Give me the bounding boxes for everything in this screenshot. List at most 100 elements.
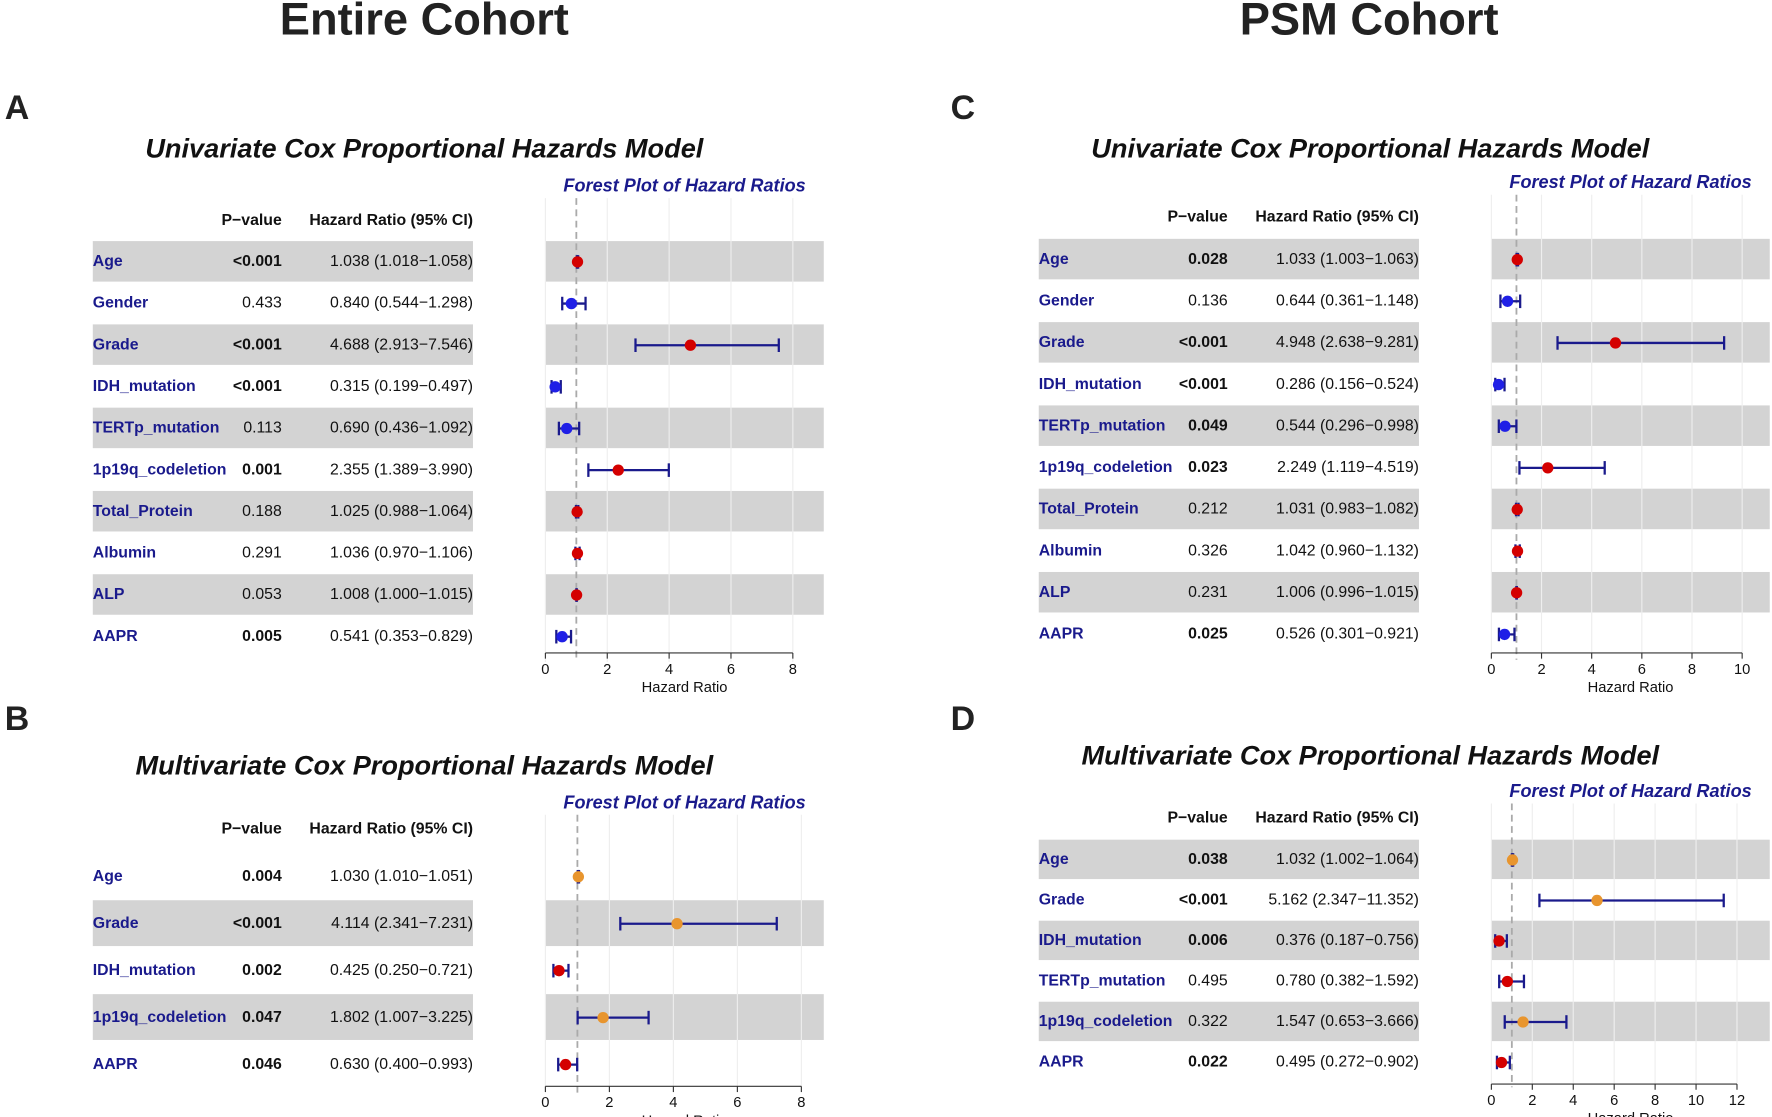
- row-band: [1038, 238, 1419, 280]
- hr-point: [549, 381, 561, 393]
- row-label: AAPR: [93, 1056, 138, 1073]
- p-header: P−value: [1167, 809, 1227, 826]
- hr-point: [553, 965, 565, 977]
- hr-text: 0.544 (0.296−0.998): [1276, 417, 1419, 434]
- row-band: [1038, 1001, 1419, 1042]
- row-band: [1038, 488, 1419, 530]
- hr-point: [571, 506, 583, 518]
- row-label: Total_Protein: [1039, 501, 1139, 518]
- p-value: 0.291: [242, 545, 282, 562]
- row-band: [545, 241, 824, 282]
- row-band: [1491, 571, 1770, 613]
- p-value: 0.025: [1188, 626, 1228, 643]
- x-tick-label: 0: [541, 662, 549, 678]
- hr-point: [1510, 587, 1523, 599]
- x-tick-label: 4: [669, 1095, 677, 1111]
- hr-text: 0.425 (0.250−0.721): [330, 962, 473, 979]
- hr-point: [1499, 420, 1511, 432]
- panel-title: Multivariate Cox Proportional Hazards Mo…: [136, 749, 714, 780]
- hr-text: 0.286 (0.156−0.524): [1276, 376, 1419, 393]
- hr-header: Hazard Ratio (95% CI): [1255, 209, 1419, 226]
- row-label: Grade: [1039, 892, 1085, 909]
- hr-point: [597, 1011, 609, 1024]
- row-label: TERTp_mutation: [1039, 417, 1166, 434]
- hr-header: Hazard Ratio (95% CI): [309, 212, 473, 229]
- hr-point: [570, 589, 583, 601]
- x-tick-label: 8: [1688, 662, 1696, 678]
- p-value: 0.028: [1188, 251, 1228, 268]
- p-value: 0.136: [1188, 292, 1228, 309]
- hr-text: 1.033 (1.003−1.063): [1276, 251, 1419, 268]
- hr-point: [556, 631, 568, 643]
- p-value: 0.433: [242, 295, 282, 312]
- hr-text: 1.547 (0.653−3.666): [1276, 1013, 1419, 1030]
- hr-text: 2.249 (1.119−4.519): [1277, 459, 1419, 476]
- p-value: <0.001: [1179, 892, 1228, 909]
- hr-text: 4.948 (2.638−9.281): [1276, 334, 1419, 351]
- row-band: [1491, 488, 1770, 530]
- x-tick-label: 8: [1651, 1093, 1659, 1109]
- row-band: [1038, 405, 1419, 446]
- hr-point: [1501, 295, 1514, 307]
- row-band: [92, 324, 473, 365]
- column-title: PSM Cohort: [1240, 0, 1499, 45]
- p-value: 0.023: [1188, 459, 1228, 476]
- hr-text: 1.802 (1.007−3.225): [330, 1009, 473, 1026]
- x-tick-label: 2: [603, 662, 611, 678]
- p-value: 0.047: [242, 1009, 282, 1026]
- p-value: 0.495: [1188, 973, 1228, 990]
- x-tick-label: 8: [797, 1095, 805, 1111]
- row-label: Age: [93, 253, 123, 270]
- p-value: 0.022: [1188, 1054, 1228, 1071]
- row-band: [1491, 839, 1770, 880]
- row-band: [92, 900, 473, 947]
- hr-text: 1.031 (0.983−1.082): [1276, 501, 1419, 518]
- hr-text: 5.162 (2.347−11.352): [1268, 892, 1419, 909]
- p-value: 0.326: [1188, 542, 1228, 559]
- row-label: IDH_mutation: [1039, 932, 1142, 949]
- p-value: <0.001: [233, 253, 282, 270]
- x-tick-label: 6: [1610, 1093, 1618, 1109]
- hr-header: Hazard Ratio (95% CI): [309, 821, 473, 838]
- x-tick-label: 10: [1734, 662, 1750, 678]
- row-band: [92, 574, 473, 615]
- row-band: [1038, 571, 1419, 613]
- panel-title: Univariate Cox Proportional Hazards Mode…: [145, 133, 703, 164]
- hr-point: [1609, 337, 1622, 349]
- hr-text: 0.495 (0.272−0.902): [1276, 1054, 1419, 1071]
- row-band: [545, 490, 824, 532]
- hr-point: [1511, 503, 1523, 516]
- hr-point: [612, 464, 624, 476]
- p-header: P−value: [221, 212, 281, 229]
- hr-point: [1517, 1016, 1529, 1028]
- hr-text: 1.036 (0.970−1.106): [330, 545, 473, 562]
- hr-header: Hazard Ratio (95% CI): [1255, 809, 1419, 826]
- p-header: P−value: [1167, 209, 1227, 226]
- plot-subtitle: Forest Plot of Hazard Ratios: [563, 792, 805, 812]
- panel-label: B: [5, 700, 30, 738]
- hr-point: [561, 422, 573, 435]
- hr-text: 0.780 (0.382−1.592): [1276, 973, 1419, 990]
- row-band: [1038, 839, 1419, 880]
- p-value: 0.046: [242, 1056, 282, 1073]
- hr-point: [559, 1058, 572, 1071]
- x-tick-label: 6: [1638, 662, 1646, 678]
- row-band: [92, 407, 473, 449]
- x-tick-label: 4: [1569, 1093, 1577, 1109]
- p-value: <0.001: [233, 336, 282, 353]
- hr-text: 4.688 (2.913−7.546): [330, 336, 473, 353]
- panel-title: Univariate Cox Proportional Hazards Mode…: [1091, 133, 1649, 164]
- x-tick-label: 6: [727, 662, 735, 678]
- row-label: Grade: [93, 915, 139, 932]
- row-band: [1038, 322, 1419, 363]
- x-axis-label: Hazard Ratio: [642, 1113, 728, 1117]
- p-value: 0.212: [1188, 501, 1228, 518]
- p-value: 0.002: [242, 962, 282, 979]
- hr-text: 1.032 (1.002−1.064): [1276, 851, 1419, 868]
- hr-text: 2.355 (1.389−3.990): [330, 461, 473, 478]
- row-label: AAPR: [93, 628, 138, 645]
- p-value: <0.001: [233, 378, 282, 395]
- hr-point: [1591, 894, 1603, 907]
- row-label: Albumin: [93, 545, 156, 562]
- x-tick-label: 0: [1487, 662, 1495, 678]
